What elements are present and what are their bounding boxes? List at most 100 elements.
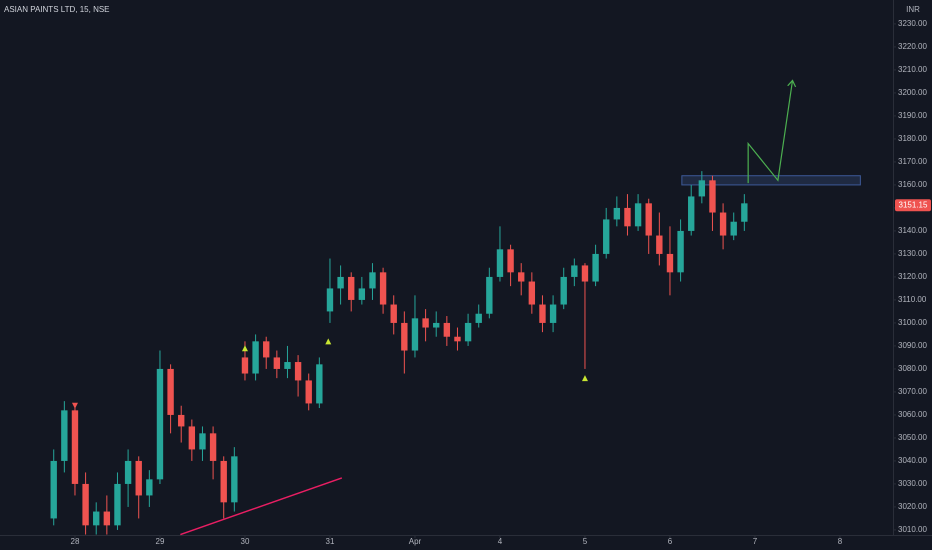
y-tick-label: 3110.00 (898, 295, 927, 304)
x-tick-label: 31 (326, 537, 335, 546)
y-tick-label: 3040.00 (898, 456, 927, 465)
x-tick-label: 30 (241, 537, 250, 546)
signal-marker (581, 375, 588, 382)
candle-body (592, 253, 599, 282)
candle-body (709, 180, 716, 213)
candle-body (284, 362, 291, 369)
y-tick-label: 3020.00 (898, 502, 927, 511)
x-tick-label: 7 (753, 537, 758, 546)
candle-body (231, 456, 238, 503)
y-tick-label: 3070.00 (898, 387, 927, 396)
candle-body (199, 433, 206, 450)
candle-body (656, 235, 663, 254)
y-tick-label: 3210.00 (898, 65, 927, 74)
candle-body (528, 281, 536, 305)
candle-body (316, 364, 323, 404)
candle-body (379, 272, 387, 305)
currency-label: INR (906, 5, 920, 14)
y-tick-label: 3170.00 (898, 157, 927, 166)
chart-title: ASIAN PAINTS LTD, 15, NSE (4, 5, 110, 14)
candle-body (358, 288, 366, 300)
y-tick-label: 3060.00 (898, 410, 927, 419)
x-tick-label: 4 (498, 537, 503, 546)
signal-marker (71, 402, 78, 409)
x-tick-label: 6 (668, 537, 673, 546)
candle-body (337, 276, 344, 289)
candle-body (454, 336, 461, 342)
candle-body (178, 414, 185, 427)
y-tick-label: 3030.00 (898, 479, 927, 488)
candle-body (61, 410, 68, 461)
candle-body (688, 196, 695, 231)
candle-body (698, 180, 706, 197)
candle-body (114, 483, 121, 526)
candle-body (486, 276, 493, 314)
projection-path (747, 81, 792, 184)
candle-body (188, 426, 196, 450)
signal-marker (325, 338, 332, 345)
candle-body (464, 322, 472, 342)
candle-body (507, 249, 514, 273)
candle-body (82, 483, 89, 526)
y-tick-label: 3100.00 (898, 318, 927, 327)
candle-body (273, 357, 281, 369)
candle-body (666, 253, 674, 273)
candle-body (730, 221, 737, 236)
candle-body (209, 433, 217, 461)
candle-body (390, 304, 397, 323)
x-tick-label: 28 (71, 537, 80, 546)
candle-body (677, 230, 684, 273)
candle-body (401, 322, 408, 351)
candle-body (433, 322, 440, 328)
candle-body (93, 511, 100, 526)
y-tick-label: 3160.00 (898, 180, 927, 189)
candle-body (326, 288, 334, 312)
candle-body (443, 322, 451, 337)
candle-body (103, 511, 111, 526)
x-tick-label: 8 (838, 537, 843, 546)
candle-body (603, 219, 610, 254)
y-tick-label: 3050.00 (898, 433, 927, 442)
candle-body (252, 341, 259, 374)
candle-body (411, 318, 419, 351)
y-tick-label: 3220.00 (898, 42, 927, 51)
trendline (180, 477, 343, 536)
y-tick-label: 3180.00 (898, 134, 927, 143)
y-tick-label: 3140.00 (898, 226, 927, 235)
candle-body (496, 249, 504, 277)
resistance-zone (681, 175, 861, 186)
candle-body (422, 318, 429, 328)
y-tick-label: 3230.00 (898, 19, 927, 28)
candle-body (581, 265, 589, 282)
candle-body (348, 276, 355, 300)
last-price-badge (895, 199, 931, 212)
y-tick-label: 3080.00 (898, 364, 927, 373)
candle-body (539, 304, 546, 323)
y-tick-label: 3010.00 (898, 525, 927, 534)
candle-body (220, 460, 227, 503)
candle-body (518, 272, 525, 282)
candle-body (571, 265, 578, 277)
candle-body (741, 203, 748, 222)
candle-body (369, 272, 376, 289)
candle-body (156, 368, 164, 480)
last-price-label: 3151.15 (899, 200, 928, 209)
candle-body (475, 313, 482, 323)
candle-body (241, 357, 249, 374)
candle-body (263, 341, 270, 358)
candle-body (146, 479, 153, 496)
y-tick-label: 3090.00 (898, 341, 927, 350)
candle-body (135, 460, 142, 496)
candle-body (560, 276, 567, 305)
candle-body (613, 207, 621, 220)
candle-body (124, 460, 132, 484)
candle-body (305, 380, 312, 404)
y-tick-label: 3130.00 (898, 249, 927, 258)
candle-body (71, 410, 79, 484)
candle-body (719, 212, 727, 236)
candle-body (294, 362, 302, 381)
candle-body (634, 203, 642, 227)
y-tick-label: 3120.00 (898, 272, 927, 281)
